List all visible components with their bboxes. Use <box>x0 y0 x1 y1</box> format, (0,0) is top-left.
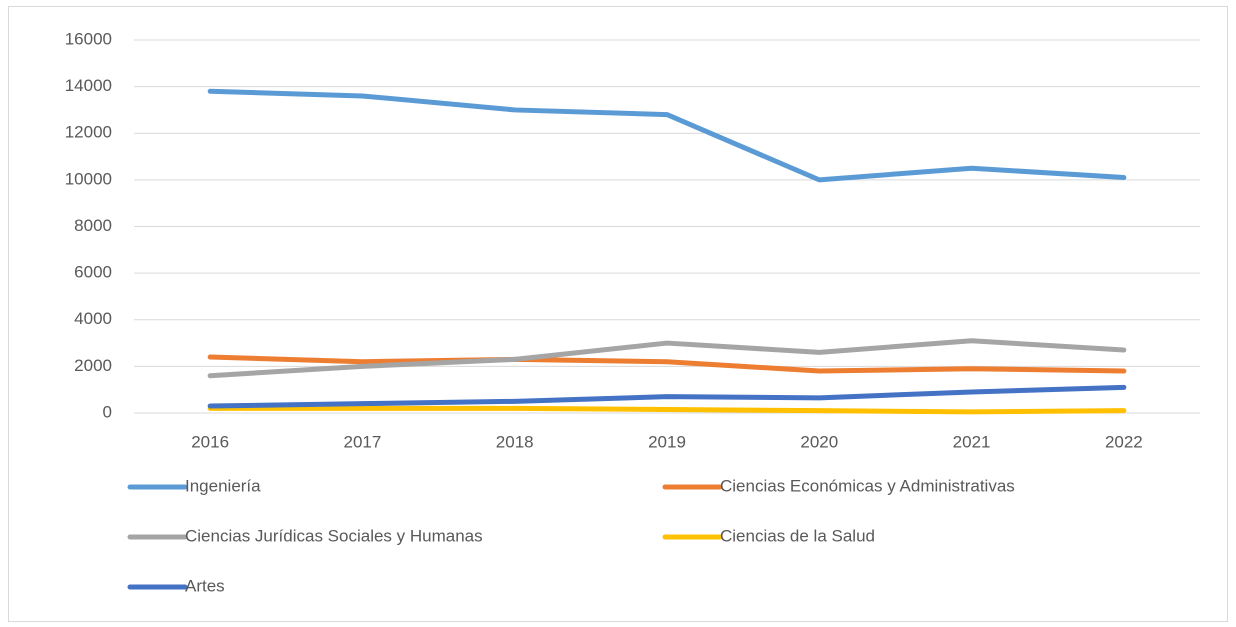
y-tick-label: 10000 <box>65 169 112 188</box>
y-tick-label: 12000 <box>65 123 112 142</box>
series-line <box>207 338 1127 379</box>
y-tick-label: 8000 <box>74 216 112 235</box>
y-tick-label: 6000 <box>74 263 112 282</box>
y-tick-label: 2000 <box>74 356 112 375</box>
legend-label: Artes <box>185 576 225 595</box>
x-tick-label: 2018 <box>496 432 534 451</box>
x-tick-label: 2021 <box>953 432 991 451</box>
x-tick-label: 2020 <box>800 432 838 451</box>
y-tick-label: 0 <box>103 402 112 421</box>
legend-label: Ciencias Jurídicas Sociales y Humanas <box>185 526 483 545</box>
y-tick-label: 16000 <box>65 29 112 48</box>
x-tick-label: 2017 <box>344 432 382 451</box>
legend-label: Ingeniería <box>185 476 261 495</box>
legend-label: Ciencias Económicas y Administrativas <box>720 476 1015 495</box>
y-tick-label: 14000 <box>65 76 112 95</box>
series-line <box>207 384 1127 409</box>
x-tick-label: 2022 <box>1105 432 1143 451</box>
series-line <box>207 405 1127 415</box>
x-tick-label: 2019 <box>648 432 686 451</box>
x-tick-label: 2016 <box>191 432 229 451</box>
series-line <box>207 88 1127 183</box>
y-tick-label: 4000 <box>74 309 112 328</box>
legend-label: Ciencias de la Salud <box>720 526 875 545</box>
chart-border <box>8 6 1228 622</box>
series-line <box>207 354 1127 374</box>
